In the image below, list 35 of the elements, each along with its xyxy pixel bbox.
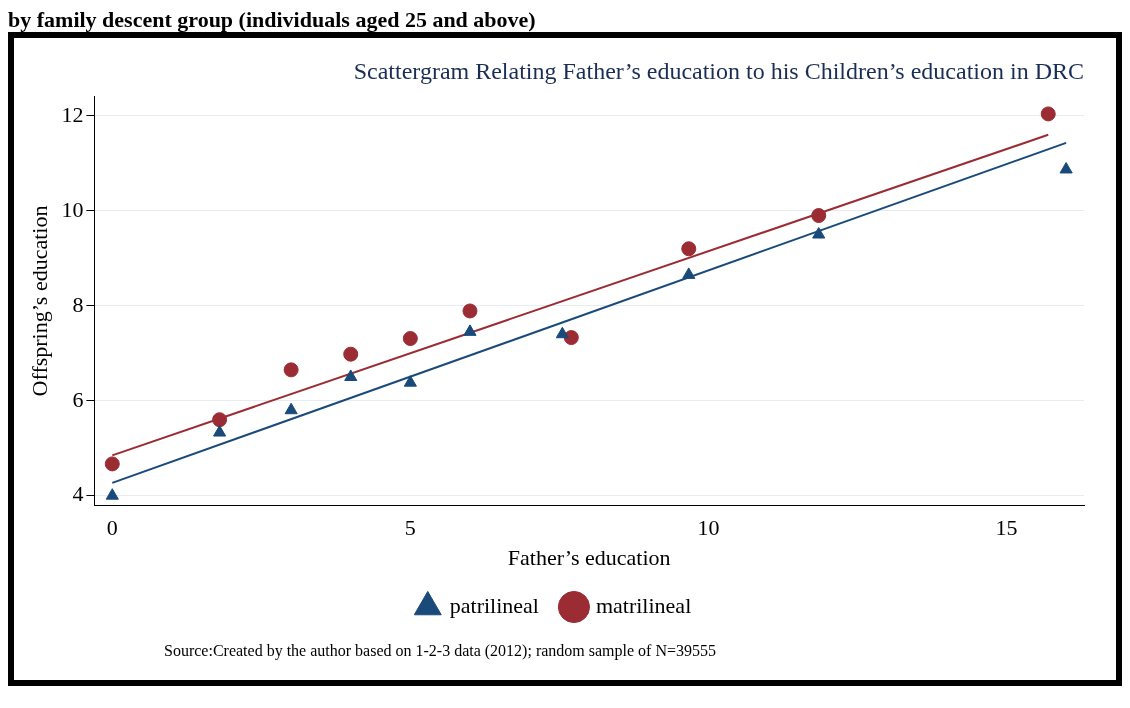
x-tick-label: 10 (697, 515, 720, 541)
x-tick-label: 15 (995, 515, 1018, 541)
point (681, 241, 697, 257)
point (402, 331, 418, 347)
legend-label: matrilineal (595, 592, 692, 618)
point (105, 488, 119, 500)
y-tick-label: 10 (61, 196, 84, 222)
point (213, 425, 227, 437)
x-tick-label: 5 (404, 515, 416, 541)
y-axis-title: Offspring’s education (26, 205, 52, 397)
source-note: Source:Created by the author based on 1-2-3 data (2012); random sample of N=39555 (163, 641, 717, 662)
point (462, 303, 478, 319)
y-tick-label: 6 (72, 386, 84, 412)
point (463, 324, 477, 336)
point (1040, 106, 1056, 122)
point (812, 227, 826, 239)
x-axis-title: Father’s education (507, 544, 671, 570)
legend-label: patrilineal (449, 592, 539, 618)
y-tick-label: 8 (72, 291, 84, 317)
y-tick-label: 4 (72, 481, 84, 507)
point (344, 369, 358, 381)
point (343, 346, 359, 362)
chart-title: Scattergram Relating Father’s education to his Children’s education in DRC (353, 57, 1084, 84)
point (283, 362, 299, 378)
point (811, 208, 827, 224)
point (212, 412, 228, 428)
point (1059, 161, 1073, 174)
point (403, 375, 417, 387)
text: by family descent group (individuals aged 25 and above) (8, 7, 537, 32)
point (682, 267, 696, 279)
point (284, 402, 298, 415)
y-tick-label: 12 (61, 101, 84, 127)
point (104, 456, 120, 472)
point (555, 326, 569, 339)
x-tick-label: 0 (106, 515, 118, 541)
